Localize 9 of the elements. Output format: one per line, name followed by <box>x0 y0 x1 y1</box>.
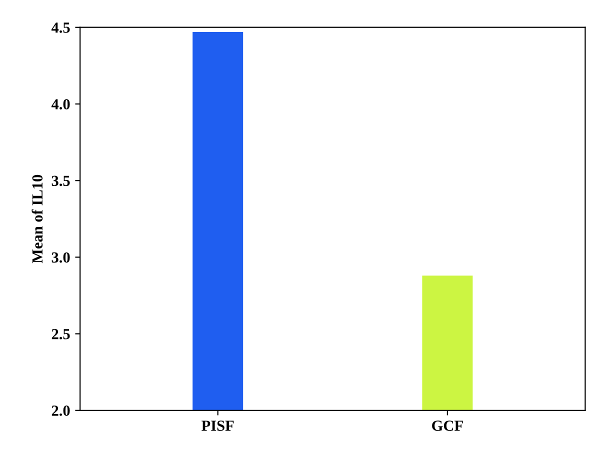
y-tick-label: 3.5 <box>52 176 70 186</box>
y-tick-label: 2.0 <box>52 406 70 416</box>
y-tick-label: 4.0 <box>51 99 70 110</box>
x-tick-label: PISF <box>202 420 234 431</box>
x-tick-label: GCF <box>432 420 463 431</box>
y-tick-label: 2.5 <box>52 328 70 340</box>
y-axis-title: Mean of IL10 <box>32 174 43 264</box>
y-tick-label: 3.0 <box>52 252 70 263</box>
y-tick-label: 4.5 <box>51 22 70 33</box>
